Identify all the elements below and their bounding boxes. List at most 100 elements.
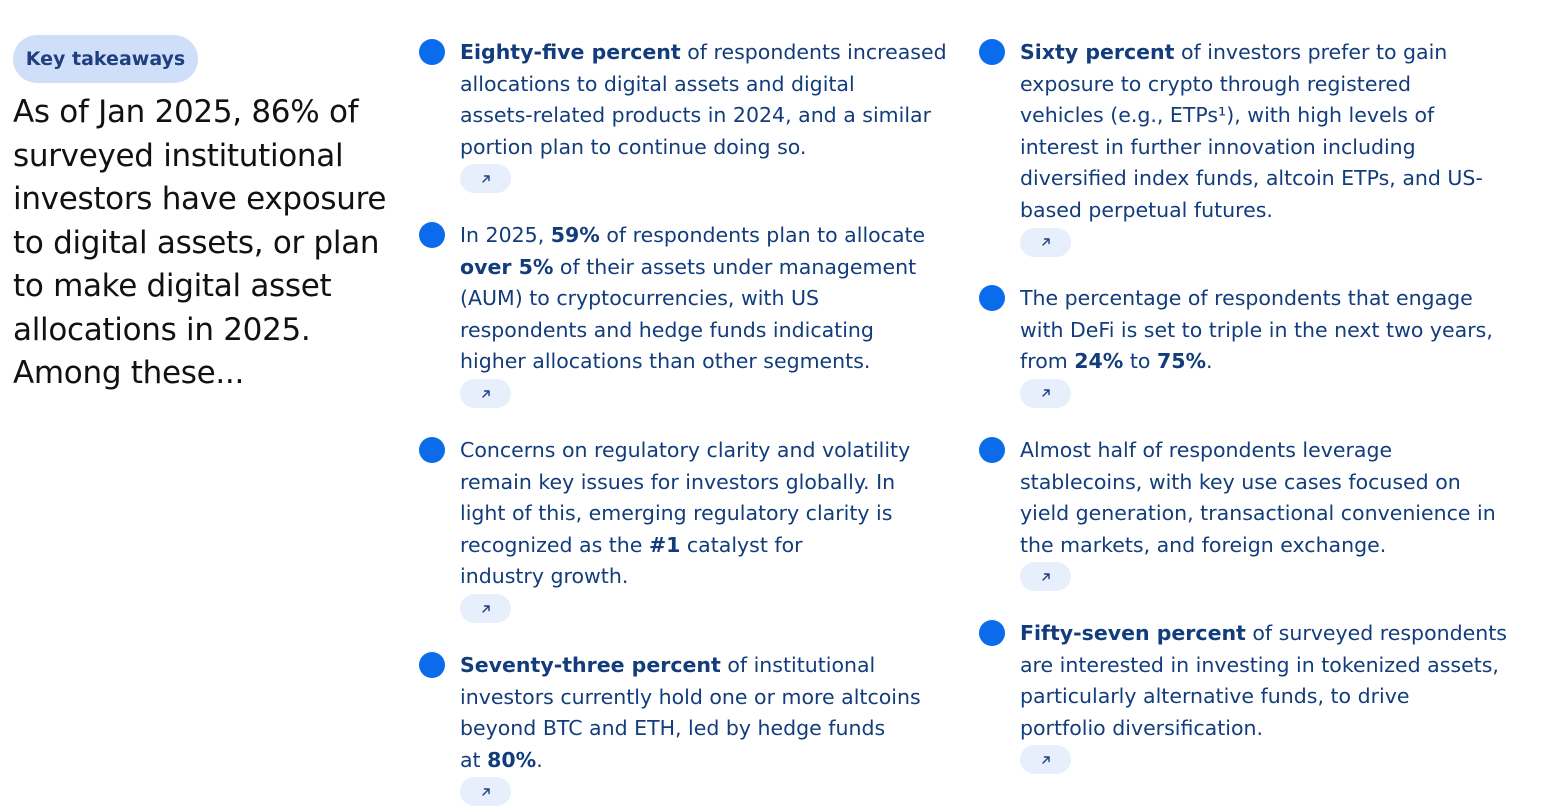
emphasis-text: Seventy-three percent <box>460 653 721 677</box>
text-segment: of investors prefer to gain <box>1174 40 1448 64</box>
text-segment: stablecoins, with key use cases focused … <box>1020 469 1461 494</box>
emphasis-text: Fifty-seven percent <box>1020 621 1246 645</box>
text-segment: diversified index funds, altcoin ETPs, a… <box>1020 166 1483 191</box>
emphasis-text: 24% <box>1074 349 1124 374</box>
read-more-link[interactable] <box>460 379 511 408</box>
text-segment: at <box>460 747 488 772</box>
emphasis-text: 80% <box>487 747 537 772</box>
text-segment: higher allocations than other segments. <box>460 349 871 374</box>
read-more-link[interactable] <box>460 164 511 194</box>
takeaway-line: over 5% of their assets under management <box>460 252 925 284</box>
arrow-up-right-icon <box>1041 389 1050 397</box>
arrow-up-right-icon <box>1041 238 1050 246</box>
takeaway-text: Concerns on regulatory clarity and volat… <box>460 435 910 593</box>
takeaway-line: Sixty percent of investors prefer to gai… <box>1020 37 1483 69</box>
text-segment: investors currently hold one or more alt… <box>460 684 921 709</box>
takeaway-line: Almost half of respondents leverage <box>1020 435 1496 467</box>
read-more-link[interactable] <box>1020 745 1071 775</box>
takeaway-line: Eighty-five percent of respondents incre… <box>460 37 947 69</box>
text-segment: of institutional <box>720 653 876 677</box>
takeaway-line: In 2025, 59% of respondents plan to allo… <box>460 220 925 252</box>
text-segment: portfolio diversification. <box>1020 715 1264 740</box>
read-more-link[interactable] <box>1020 227 1071 257</box>
text-segment: allocations to digital assets and digita… <box>460 71 855 96</box>
arrow-up-right-icon <box>481 604 490 613</box>
bullet-dot <box>419 222 445 248</box>
text-segment: industry growth. <box>460 564 629 589</box>
takeaway-line: are interested in investing in tokenized… <box>1020 650 1507 682</box>
takeaway-line: assets-related products in 2024, and a s… <box>460 100 947 132</box>
text-segment: In 2025, <box>460 223 551 247</box>
takeaway-line: portion plan to continue doing so. <box>460 132 947 164</box>
text-segment: The percentage of respondents that engag… <box>1020 286 1473 310</box>
read-more-link[interactable] <box>460 777 511 806</box>
takeaway-line: remain key issues for investors globally… <box>460 467 910 499</box>
takeaway-line: from 24% to 75%. <box>1020 346 1493 378</box>
takeaway-line: diversified index funds, altcoin ETPs, a… <box>1020 163 1483 195</box>
takeaway-line: industry growth. <box>460 561 910 593</box>
takeaway-text: Fifty-seven percent of surveyed responde… <box>1020 618 1507 744</box>
text-segment: of respondents increased <box>680 40 947 64</box>
bullet-dot <box>979 285 1005 311</box>
emphasis-text: #1 <box>648 532 681 557</box>
text-segment: respondents and hedge funds indicating <box>460 317 874 342</box>
emphasis-text: over 5% <box>460 254 554 279</box>
takeaway-text: The percentage of respondents that engag… <box>1020 283 1493 378</box>
badge-label: Key takeaways <box>25 48 186 70</box>
text-segment: light of this, emerging regulatory clari… <box>460 501 893 526</box>
emphasis-text: Sixty percent <box>1020 40 1175 64</box>
takeaway-line: with DeFi is set to triple in the next t… <box>1020 315 1493 347</box>
read-more-link[interactable] <box>1020 378 1071 408</box>
takeaway-line: Fifty-seven percent of surveyed responde… <box>1020 618 1507 650</box>
text-segment: exposure to crypto through registered <box>1020 71 1412 96</box>
text-segment: yield generation, transactional convenie… <box>1020 501 1496 526</box>
takeaway-line: portfolio diversification. <box>1020 713 1507 745</box>
read-more-link[interactable] <box>460 594 511 623</box>
text-segment: remain key issues for investors globally… <box>460 469 896 494</box>
takeaway-line: at 80%. <box>460 745 921 777</box>
bullet-dot <box>979 437 1005 463</box>
bullet-dot <box>979 39 1005 65</box>
arrow-up-right-icon <box>481 175 490 183</box>
takeaway-line: vehicles (e.g., ETPs¹), with high levels… <box>1020 100 1483 132</box>
key-takeaways-badge: Key takeaways <box>13 35 198 83</box>
text-segment: to <box>1123 349 1157 374</box>
arrow-up-right-icon <box>481 788 490 796</box>
text-segment: Concerns on regulatory clarity and volat… <box>460 438 911 462</box>
text-segment: are interested in investing in tokenized… <box>1020 652 1499 677</box>
takeaway-text: Almost half of respondents leverage stabl… <box>1020 435 1496 561</box>
text-segment: . <box>536 747 543 772</box>
text-segment: particularly alternative funds, to drive <box>1020 684 1410 709</box>
takeaway-line: higher allocations than other segments. <box>460 346 925 378</box>
text-segment: of respondents plan to allocate <box>599 223 926 247</box>
takeaway-line: investors currently hold one or more alt… <box>460 682 921 714</box>
takeaway-line: (AUM) to cryptocurrencies, with US <box>460 283 925 315</box>
bullet-dot <box>419 437 445 463</box>
read-more-link[interactable] <box>1020 562 1071 592</box>
takeaway-line: yield generation, transactional convenie… <box>1020 498 1496 530</box>
text-segment: catalyst for <box>680 532 803 557</box>
text-segment: beyond BTC and ETH, led by hedge funds <box>460 716 886 741</box>
takeaway-text: Seventy-three percent of institutional in… <box>460 650 921 776</box>
takeaway-line: stablecoins, with key use cases focused … <box>1020 467 1496 499</box>
text-segment: based perpetual futures. <box>1020 197 1273 222</box>
arrow-up-right-icon <box>481 389 490 398</box>
takeaway-line: exposure to crypto through registered <box>1020 69 1483 101</box>
bullet-dot <box>419 652 445 678</box>
bullet-dot <box>979 620 1005 646</box>
takeaway-line: the markets, and foreign exchange. <box>1020 530 1496 562</box>
takeaway-line: allocations to digital assets and digita… <box>460 69 947 101</box>
bullet-dot <box>419 39 445 65</box>
emphasis-text: 59% <box>550 223 600 247</box>
text-segment: . <box>1206 349 1213 374</box>
text-segment: from <box>1020 349 1075 374</box>
text-segment: assets-related products in 2024, and a s… <box>460 103 932 128</box>
text-segment: Almost half of respondents leverage <box>1020 438 1393 462</box>
arrow-up-right-icon <box>1041 573 1050 581</box>
takeaway-line: Concerns on regulatory clarity and volat… <box>460 435 910 467</box>
takeaway-line: based perpetual futures. <box>1020 195 1483 227</box>
text-segment: of surveyed respondents <box>1245 621 1507 645</box>
emphasis-text: Eighty-five percent <box>460 40 681 64</box>
text-segment: interest in further innovation including <box>1020 134 1416 159</box>
text-segment: with DeFi is set to triple in the next t… <box>1020 317 1493 342</box>
